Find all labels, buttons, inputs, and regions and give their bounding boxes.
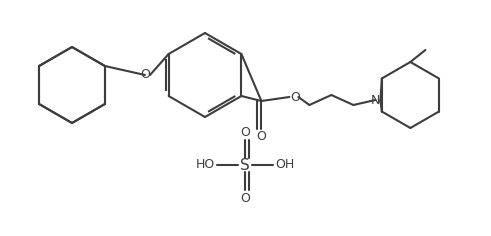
Text: O: O — [291, 90, 300, 104]
Text: HO: HO — [195, 159, 215, 172]
Text: S: S — [240, 157, 250, 173]
Text: O: O — [240, 191, 250, 205]
Text: O: O — [256, 130, 266, 143]
Text: OH: OH — [275, 159, 295, 172]
Text: N: N — [371, 93, 380, 106]
Text: O: O — [240, 126, 250, 139]
Text: O: O — [140, 68, 150, 81]
